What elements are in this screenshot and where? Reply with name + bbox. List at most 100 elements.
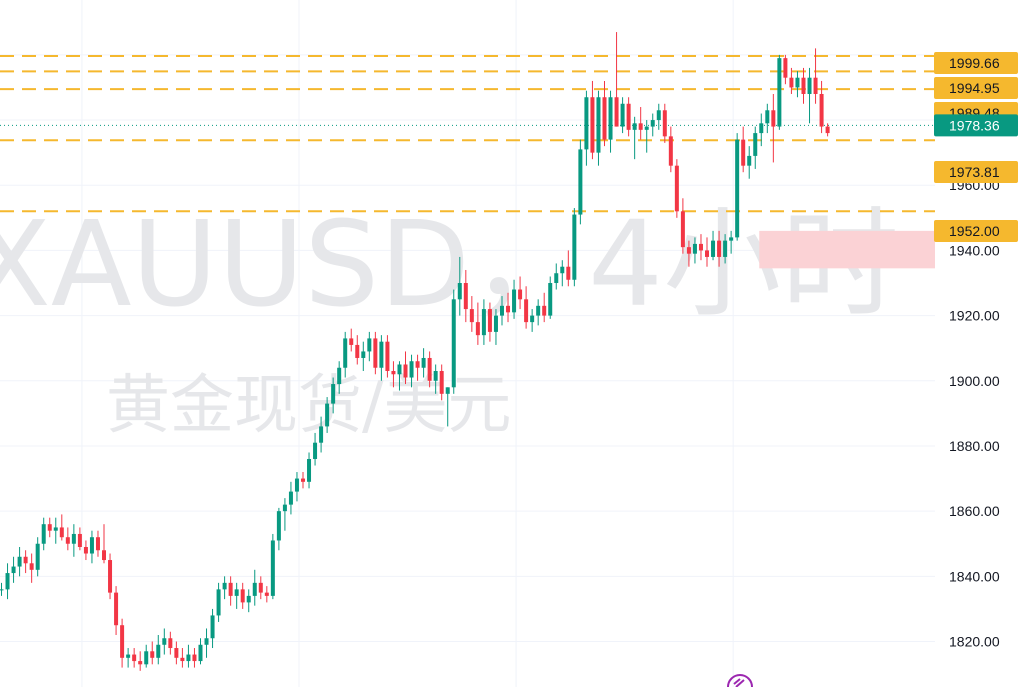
candle[interactable]	[186, 644, 191, 668]
candle[interactable]	[17, 546, 22, 577]
candle[interactable]	[89, 530, 94, 564]
candle[interactable]	[753, 126, 758, 169]
candle[interactable]	[120, 618, 125, 668]
candle[interactable]	[409, 354, 414, 388]
candle[interactable]	[735, 133, 740, 241]
candle[interactable]	[403, 351, 408, 385]
candle[interactable]	[499, 296, 504, 326]
candle[interactable]	[741, 126, 746, 173]
candle[interactable]	[801, 67, 806, 104]
candle[interactable]	[433, 364, 438, 394]
candle[interactable]	[373, 331, 378, 375]
candle[interactable]	[349, 328, 354, 352]
candle[interactable]	[210, 608, 215, 649]
candle[interactable]	[602, 80, 607, 147]
candle[interactable]	[723, 234, 728, 264]
candle[interactable]	[307, 452, 312, 489]
candle[interactable]	[234, 582, 239, 609]
candle[interactable]	[650, 113, 655, 137]
candle[interactable]	[174, 641, 179, 665]
event-marker-icon[interactable]	[727, 674, 753, 687]
candle[interactable]	[0, 582, 4, 596]
candle[interactable]	[717, 230, 722, 267]
candle[interactable]	[252, 569, 257, 606]
candle[interactable]	[518, 276, 523, 310]
candle[interactable]	[83, 540, 88, 561]
candle[interactable]	[198, 638, 203, 665]
candle[interactable]	[415, 354, 420, 381]
candle[interactable]	[270, 533, 275, 600]
candle[interactable]	[5, 563, 10, 600]
candle[interactable]	[301, 472, 305, 489]
candle[interactable]	[644, 120, 649, 153]
candle[interactable]	[126, 648, 131, 668]
candle[interactable]	[47, 517, 52, 538]
candle[interactable]	[204, 628, 209, 658]
candle[interactable]	[156, 634, 161, 665]
candle[interactable]	[686, 240, 691, 267]
candle[interactable]	[475, 302, 480, 345]
candle[interactable]	[548, 276, 553, 319]
candle[interactable]	[711, 230, 716, 261]
candle[interactable]	[29, 553, 34, 583]
candle[interactable]	[469, 296, 474, 332]
candle[interactable]	[668, 126, 673, 173]
candle[interactable]	[391, 361, 396, 388]
candle[interactable]	[512, 279, 517, 319]
candle[interactable]	[765, 103, 770, 134]
candle[interactable]	[626, 97, 631, 137]
candle[interactable]	[240, 582, 245, 609]
candle[interactable]	[246, 589, 251, 613]
candle[interactable]	[228, 576, 233, 606]
candle[interactable]	[662, 103, 667, 143]
candle[interactable]	[385, 335, 390, 378]
candle[interactable]	[108, 553, 113, 600]
candle[interactable]	[463, 269, 468, 323]
candle[interactable]	[379, 335, 384, 381]
candle[interactable]	[294, 472, 299, 502]
candle[interactable]	[789, 67, 794, 94]
candle[interactable]	[560, 260, 565, 287]
candle[interactable]	[807, 67, 812, 124]
candle[interactable]	[162, 628, 167, 655]
candle[interactable]	[783, 54, 788, 85]
candle[interactable]	[608, 90, 613, 153]
candle[interactable]	[771, 93, 776, 163]
candle[interactable]	[132, 648, 137, 668]
candle[interactable]	[361, 341, 366, 372]
candle[interactable]	[481, 299, 486, 345]
candle[interactable]	[825, 123, 830, 137]
candle[interactable]	[698, 234, 703, 261]
candle[interactable]	[258, 576, 263, 600]
candle[interactable]	[590, 80, 595, 160]
candle[interactable]	[11, 556, 16, 583]
chart-marker[interactable]	[727, 674, 753, 687]
candle[interactable]	[313, 432, 318, 466]
candle[interactable]	[95, 530, 100, 557]
candle[interactable]	[493, 309, 498, 345]
candle[interactable]	[584, 90, 589, 166]
candle[interactable]	[325, 397, 330, 433]
candle[interactable]	[777, 54, 782, 130]
candle[interactable]	[439, 364, 444, 401]
candle[interactable]	[542, 292, 547, 323]
candle[interactable]	[180, 648, 185, 668]
candle[interactable]	[614, 32, 619, 127]
candle[interactable]	[168, 631, 173, 655]
candle[interactable]	[319, 416, 324, 453]
candle[interactable]	[343, 331, 348, 378]
candle[interactable]	[680, 198, 685, 254]
candle[interactable]	[632, 116, 637, 160]
candle[interactable]	[71, 524, 76, 557]
candle[interactable]	[397, 361, 402, 391]
candle[interactable]	[222, 576, 227, 600]
candle[interactable]	[596, 90, 601, 166]
candle[interactable]	[288, 481, 293, 515]
candle[interactable]	[23, 550, 28, 574]
candle[interactable]	[41, 517, 46, 551]
candle[interactable]	[506, 292, 511, 323]
candle[interactable]	[282, 498, 287, 531]
candle[interactable]	[620, 97, 625, 134]
candle[interactable]	[264, 586, 269, 603]
candle[interactable]	[216, 582, 221, 622]
